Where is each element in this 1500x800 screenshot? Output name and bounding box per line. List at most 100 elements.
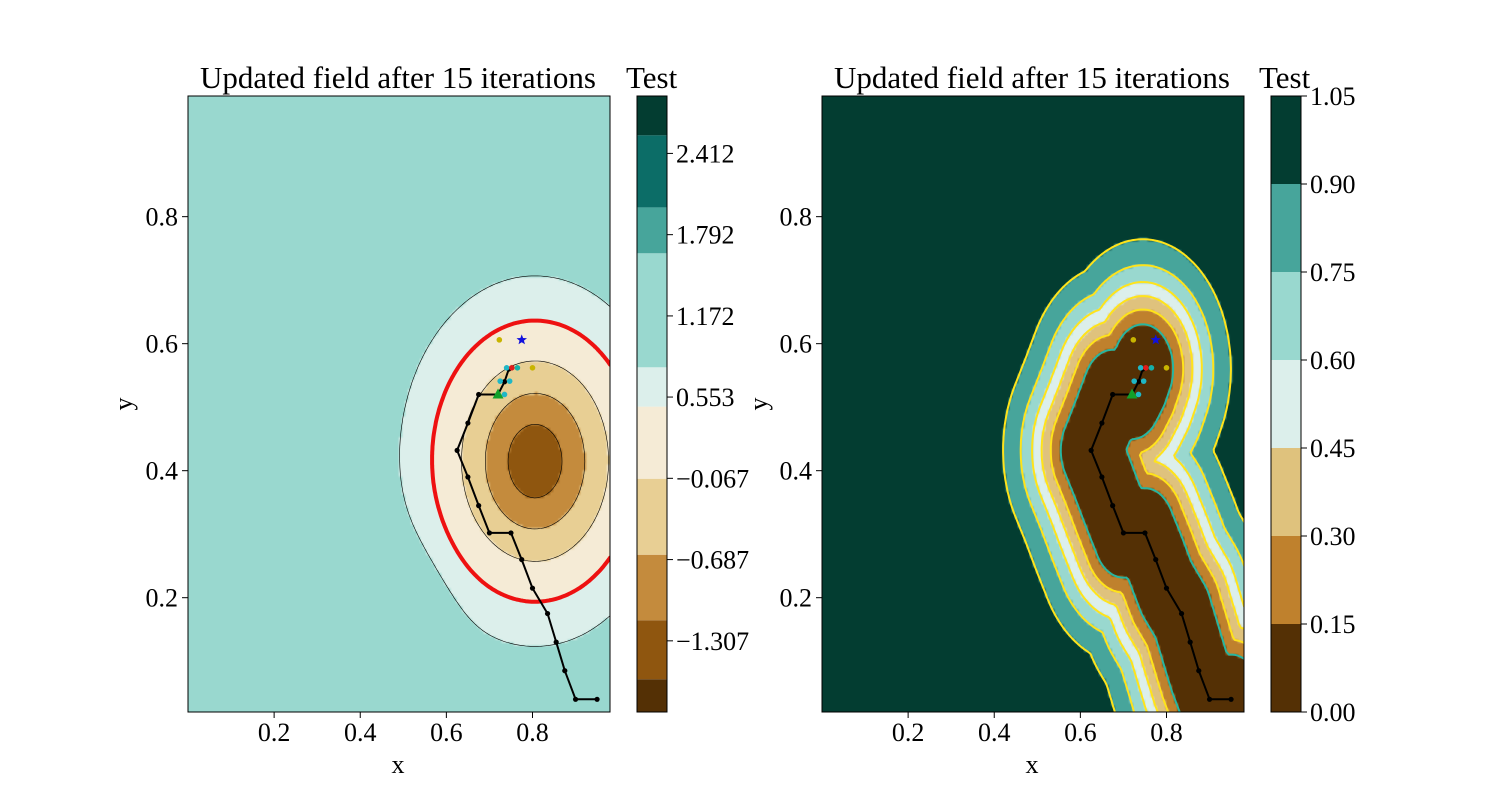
- path-point: [1163, 585, 1170, 591]
- path-point: [1206, 696, 1213, 702]
- path-point: [476, 391, 482, 398]
- colorbar-tick-label: 0.553: [676, 383, 735, 412]
- candidate-point: [506, 378, 513, 384]
- colorbar-tick-label: 0.30: [1310, 522, 1356, 551]
- colorbar-tick-label: −0.687: [676, 546, 749, 575]
- colorbar-band: [637, 135, 667, 208]
- contour-line: [1002, 238, 1244, 712]
- colorbar-tick-label: 0.00: [1310, 698, 1356, 727]
- candidate-point: [503, 365, 510, 371]
- colorbar-band: [1271, 184, 1301, 272]
- candidate-point: [501, 391, 508, 398]
- filled-contours-right: [822, 96, 1244, 712]
- path-point: [1110, 391, 1116, 398]
- path-point: [1196, 668, 1202, 674]
- colorbar-tick-label: 0.75: [1310, 258, 1356, 287]
- path-point: [476, 503, 482, 509]
- candidate-point: [514, 365, 521, 371]
- contour-line: [1019, 264, 1244, 712]
- y-tick-label: 0.4: [146, 457, 179, 486]
- path-point: [553, 639, 559, 645]
- path-point: [594, 696, 600, 702]
- path-point: [562, 668, 568, 674]
- candidate-point: [509, 365, 515, 371]
- left-contour-plot: [188, 96, 610, 712]
- candidate-point: [1140, 378, 1147, 384]
- x-tick-label: 0.4: [344, 718, 377, 747]
- colorbar-tick-label: 1.172: [676, 302, 735, 331]
- right-title: Updated field after 15 iterations: [834, 60, 1230, 95]
- contour-line: [507, 424, 563, 499]
- candidate-point: [1131, 378, 1137, 384]
- right-contour-plot: [822, 96, 1244, 712]
- x-tick-label: 0.4: [978, 718, 1011, 747]
- path-point: [465, 420, 471, 426]
- y-tick-label: 0.8: [780, 203, 813, 232]
- path-point: [1110, 503, 1116, 509]
- x-tick-label: 0.6: [430, 718, 463, 747]
- colorbar-tick-label: 0.45: [1310, 434, 1356, 463]
- colorbar-tick-label: 1.05: [1310, 82, 1356, 111]
- y-tick-label: 0.2: [146, 584, 179, 613]
- left-x-axis-label: x: [392, 750, 405, 779]
- threshold-contour: [430, 318, 610, 604]
- candidate-point: [1137, 365, 1144, 371]
- left-y-ticks: 0.2 0.4 0.6 0.8: [146, 203, 188, 613]
- candidate-point: [1130, 337, 1137, 343]
- colorbar-tick-label: 1.792: [676, 221, 735, 250]
- candidate-point: [1135, 391, 1142, 398]
- path-point: [529, 585, 536, 591]
- y-tick-label: 0.6: [780, 330, 813, 359]
- path-point: [1099, 474, 1105, 480]
- y-tick-label: 0.4: [780, 457, 813, 486]
- path-point: [1187, 639, 1193, 645]
- colorbar-band: [1271, 96, 1301, 184]
- path-point: [519, 556, 525, 563]
- path-point: [1228, 696, 1234, 702]
- left-title: Updated field after 15 iterations: [200, 60, 596, 95]
- left-colorbar-ticks: −1.307 −0.687 −0.067 0.553 1.172 1.792 2.412: [667, 139, 749, 656]
- start-marker: [492, 388, 504, 399]
- y-tick-label: 0.6: [146, 330, 179, 359]
- best-marker: [516, 334, 527, 345]
- path-point: [1099, 420, 1105, 426]
- right-colorbar: [1271, 96, 1301, 712]
- colorbar-band: [637, 478, 667, 555]
- candidate-point: [1148, 365, 1155, 371]
- left-colorbar-frame: [636, 95, 668, 713]
- colorbar-tick-label: 2.412: [676, 139, 735, 168]
- best-marker: [1150, 334, 1161, 345]
- colorbar-band: [637, 620, 667, 680]
- colorbar-band: [637, 207, 667, 254]
- x-tick-label: 0.8: [516, 718, 549, 747]
- path-point: [486, 530, 493, 536]
- path-point: [1178, 610, 1185, 617]
- path-point: [1088, 447, 1094, 453]
- path-point: [508, 530, 514, 536]
- colorbar-band: [1271, 536, 1301, 624]
- x-tick-label: 0.2: [892, 718, 925, 747]
- colorbar-tick-label: −0.067: [676, 464, 749, 493]
- path-point: [1120, 530, 1127, 536]
- colorbar-tick-label: 0.90: [1310, 170, 1356, 199]
- colorbar-tick-label: 0.60: [1310, 346, 1356, 375]
- colorbar-band: [1271, 272, 1301, 360]
- left-x-ticks: 0.2 0.4 0.6 0.8: [258, 712, 549, 747]
- x-tick-label: 0.6: [1064, 718, 1097, 747]
- path-point: [501, 379, 508, 385]
- colorbar-band: [1271, 360, 1301, 448]
- y-tick-label: 0.8: [146, 203, 179, 232]
- colorbar-band: [637, 253, 667, 368]
- contour-line: [485, 393, 586, 530]
- path-point: [1142, 530, 1148, 536]
- left-colorbar-title: Test: [626, 60, 678, 95]
- right-x-ticks: 0.2 0.4 0.6 0.8: [892, 712, 1183, 747]
- right-axes-frame: [821, 95, 1245, 713]
- right-y-ticks: 0.2 0.4 0.6 0.8: [780, 203, 822, 613]
- left-y-axis-label: y: [109, 398, 138, 411]
- x-tick-label: 0.2: [258, 718, 291, 747]
- start-marker: [1126, 388, 1138, 399]
- path-point: [465, 474, 471, 480]
- contour-line: [1040, 295, 1244, 712]
